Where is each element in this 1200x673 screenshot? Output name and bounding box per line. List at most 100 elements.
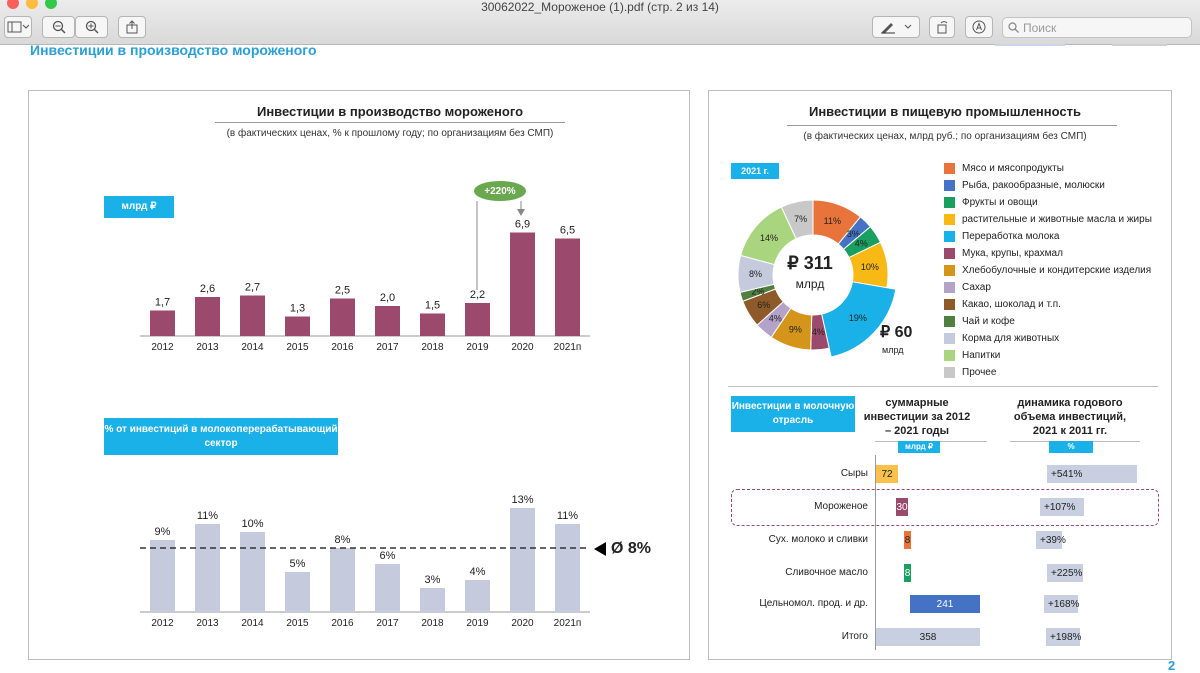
x-tick-label: 2013: [196, 618, 219, 629]
annotate-button[interactable]: [965, 16, 993, 38]
dairy-pct-bar: +225%: [1047, 564, 1083, 582]
donut-slice-label: 4%: [769, 313, 782, 323]
donut-slice-label: 3%: [847, 229, 860, 239]
left-panel: [28, 90, 690, 660]
dairy-pct-bar: +541%: [1047, 465, 1137, 483]
x-tick-label: 2013: [196, 342, 219, 353]
legend-item: Какао, шоколад и т.п.: [944, 296, 1152, 313]
zoom-out-icon: [52, 20, 66, 34]
legend-item: Рыба, ракообразные, молюски: [944, 177, 1152, 194]
header-logo-line-2: [1112, 44, 1167, 46]
legend-swatch: [944, 299, 955, 310]
x-tick-label: 2016: [331, 618, 354, 629]
rotate-button[interactable]: [929, 16, 955, 38]
bar: [420, 588, 445, 612]
rotate-icon: [937, 21, 948, 34]
window-titlebar: 30062022_Мороженое (1).pdf (стр. 2 из 14…: [0, 0, 1200, 45]
highlight-unit: млрд: [882, 345, 904, 355]
bar: [510, 508, 535, 612]
x-tick-label: 2018: [421, 618, 444, 629]
donut-slice-label: 4%: [855, 239, 868, 249]
x-tick-label: 2014: [241, 618, 264, 629]
bar: [510, 232, 535, 336]
bar: [240, 295, 265, 336]
dairy-row-label: Сыры: [840, 468, 868, 479]
legend-item: Прочее: [944, 364, 1152, 381]
bar-value-label: 9%: [155, 526, 171, 538]
legend-label: Какао, шоколад и т.п.: [962, 299, 1061, 310]
bar: [555, 524, 580, 612]
legend-swatch: [944, 197, 955, 208]
markup-button[interactable]: [872, 16, 920, 38]
food-industry-donut: 11%3%4%10%19%4%9%4%6%2%8%14%7%: [737, 199, 897, 358]
legend-item: Мука, крупы, крахмал: [944, 245, 1152, 262]
x-tick-label: 2019: [466, 342, 489, 353]
x-tick-label: 2021п: [554, 342, 582, 353]
bar: [375, 564, 400, 612]
bar-value-label: 8%: [335, 534, 351, 546]
x-tick-label: 2016: [331, 342, 354, 353]
x-tick-label: 2020: [511, 618, 534, 629]
bar: [330, 298, 355, 336]
x-tick-label: 2017: [376, 618, 399, 629]
bar: [465, 303, 490, 336]
legend-label: Хлебобулочные и кондитерские изделия: [962, 265, 1152, 276]
avg-arrow-icon: [594, 542, 606, 556]
dairy-row-label: Итого: [841, 631, 868, 642]
bar-value-label: 6,5: [560, 225, 575, 237]
search-icon: [1008, 22, 1019, 33]
bar: [195, 297, 220, 336]
circle-a-icon: [972, 20, 986, 34]
bar-value-label: 2,5: [335, 285, 350, 297]
legend-item: Переработка молока: [944, 228, 1152, 245]
donut-total: ₽ 311: [787, 253, 833, 273]
legend-label: Прочее: [962, 367, 997, 378]
legend-swatch: [944, 265, 955, 276]
donut-slice-label: 11%: [824, 216, 841, 226]
bar-value-label: 5%: [290, 558, 306, 570]
zoom-out-button[interactable]: [42, 16, 75, 38]
donut-slice-label: 10%: [861, 262, 879, 272]
legend-swatch: [944, 282, 955, 293]
dairy-row-label: Сливочное масло: [785, 567, 868, 578]
zoom-in-button[interactable]: [75, 16, 108, 38]
donut-slice-label: 19%: [849, 313, 867, 323]
x-tick-label: 2017: [376, 342, 399, 353]
search-input[interactable]: Поиск: [1002, 17, 1192, 38]
zoom-window-button[interactable]: [45, 0, 57, 9]
x-tick-label: 2012: [151, 342, 174, 353]
unit-badge: млрд ₽: [104, 196, 174, 218]
minimize-window-button[interactable]: [26, 0, 38, 9]
legend-label: Мука, крупы, крахмал: [962, 248, 1063, 259]
legend-label: Корма для животных: [962, 333, 1060, 344]
investment-bar-chart: 1,7 2012 2,6 2013 2,7 2014 1,3 2015 2,5 2016 2,0 20…: [140, 219, 590, 353]
legend-swatch: [944, 248, 955, 259]
dairy-row-label: Мороженое: [814, 501, 868, 512]
legend-label: Рыба, ракообразные, молюски: [962, 180, 1105, 191]
sidebar-toggle-button[interactable]: [4, 16, 32, 38]
x-tick-label: 2021п: [554, 618, 582, 629]
search-placeholder: Поиск: [1023, 20, 1057, 35]
bar-value-label: 10%: [241, 518, 263, 530]
right-chart-title: Инвестиции в пищевую промышленность: [808, 104, 1081, 119]
bar: [150, 310, 175, 336]
bar-value-label: 4%: [470, 566, 486, 578]
x-tick-label: 2020: [511, 342, 534, 353]
year-badge: 2021 г.: [731, 163, 779, 179]
left-title-rule: [215, 122, 565, 123]
dairy-row-label: Сух. молоко и сливки: [768, 534, 868, 545]
bar-value-label: 11%: [197, 510, 218, 522]
share-button[interactable]: [118, 16, 146, 38]
bar-value-label: 2,7: [245, 282, 260, 294]
legend-label: Чай и кофе: [962, 316, 1015, 327]
right-chart-subtitle: (в фактических ценах, млрд руб.; по орга…: [803, 131, 1087, 142]
bar-value-label: 11%: [557, 510, 578, 522]
dairy-axis: [875, 455, 876, 650]
dairy-value-bar: 72: [876, 465, 898, 483]
close-window-button[interactable]: [7, 0, 19, 9]
donut-slice: [780, 199, 814, 240]
dairy-value-bar: 358: [876, 628, 980, 646]
legend-item: Хлебобулочные и кондитерские изделия: [944, 262, 1152, 279]
bar-value-label: 1,5: [425, 300, 440, 312]
dairy-badge: Инвестиции в молочную отрасль: [731, 396, 855, 432]
